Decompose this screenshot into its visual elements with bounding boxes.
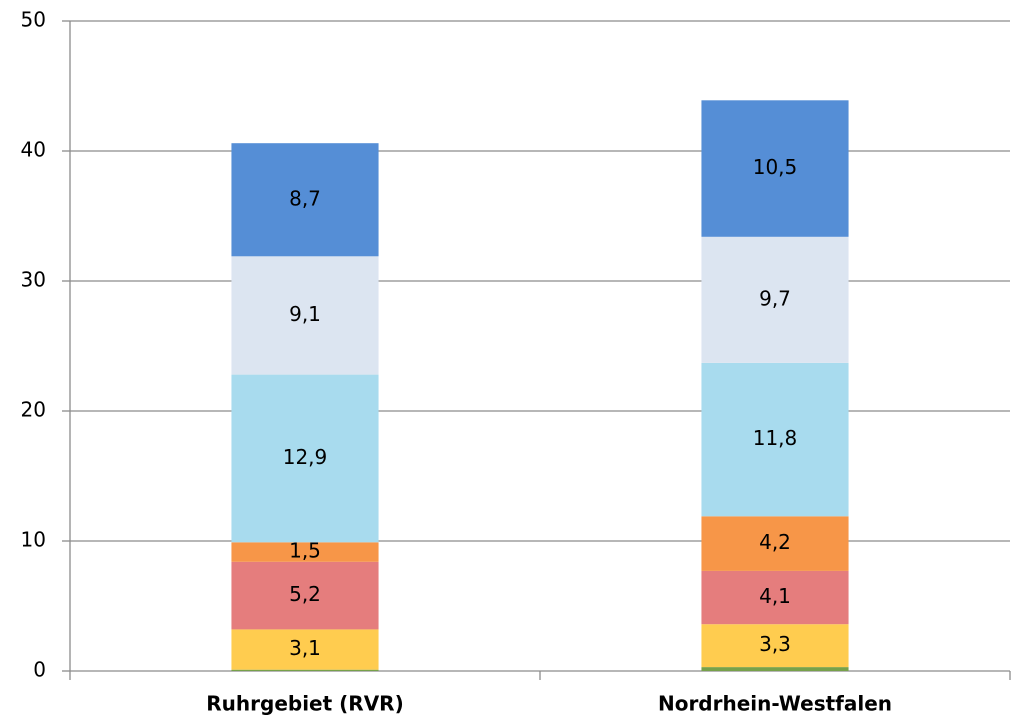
y-tick-label: 40 [21, 138, 46, 162]
bar-segment [231, 669, 379, 671]
bar-segment [701, 570, 849, 625]
x-tick-label: Ruhrgebiet (RVR) [206, 692, 403, 716]
data-label: 3,1 [289, 636, 321, 660]
y-tick-label: 20 [21, 398, 46, 422]
data-label: 8,7 [289, 186, 321, 210]
data-label: 11,8 [753, 426, 798, 450]
bar-segment [231, 542, 379, 562]
bar-segment [701, 516, 849, 571]
data-label: 12,9 [283, 445, 328, 469]
data-label: 3,3 [759, 632, 791, 656]
data-label: 4,1 [759, 584, 791, 608]
bar-segment [701, 624, 849, 668]
data-label: 5,2 [289, 582, 321, 606]
bar-segment [701, 362, 849, 517]
bar-segment [701, 100, 849, 237]
y-tick-label: 0 [33, 658, 46, 682]
bar-segment [231, 561, 379, 630]
bar-segment [701, 667, 849, 671]
bar-segment [231, 256, 379, 375]
bar-segment [701, 236, 849, 363]
data-label: 4,2 [759, 530, 791, 554]
y-tick-label: 50 [21, 8, 46, 32]
y-tick-label: 30 [21, 268, 46, 292]
bar-segment [231, 143, 379, 257]
data-label: 9,1 [289, 302, 321, 326]
bar-segment [231, 629, 379, 670]
data-label: 9,7 [759, 286, 791, 310]
data-label: 1,5 [289, 539, 321, 563]
data-label: 10,5 [753, 155, 798, 179]
bar-segment [231, 374, 379, 543]
y-tick-label: 10 [21, 528, 46, 552]
x-tick-label: Nordrhein-Westfalen [658, 692, 892, 716]
